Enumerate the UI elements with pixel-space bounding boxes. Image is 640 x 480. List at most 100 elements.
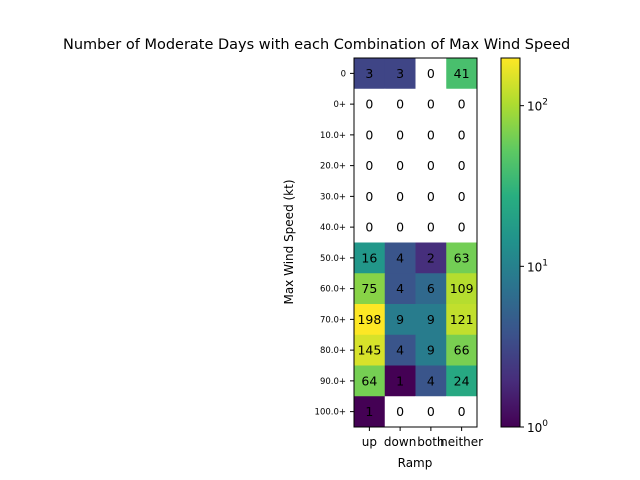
cell-value-label: 0 (396, 220, 404, 235)
cell-value-label: 16 (361, 250, 377, 265)
heatmap-cell (384, 150, 416, 182)
cell-value-label: 75 (361, 281, 377, 296)
y-tick-label: 0+ (333, 100, 346, 110)
heatmap-cell (354, 365, 386, 397)
cell-value-label: 198 (357, 312, 381, 327)
cell-value-label: 0 (365, 189, 373, 204)
y-tick-label: 90.0+ (320, 377, 346, 387)
cell-value-label: 0 (396, 97, 404, 112)
heatmap-cells (354, 58, 478, 428)
cell-value-label: 9 (396, 312, 404, 327)
cell-value-label: 4 (396, 343, 404, 358)
cell-value-label: 0 (458, 189, 466, 204)
cell-value-label: 0 (365, 220, 373, 235)
y-tick-label: 50.0+ (320, 254, 346, 264)
colorbar-tick-label: 102 (527, 98, 548, 114)
cell-value-label: 0 (365, 158, 373, 173)
cell-value-label: 4 (427, 373, 435, 388)
heatmap-cell (354, 150, 386, 182)
heatmap-cell (354, 273, 386, 305)
heatmap-cell (415, 242, 447, 274)
heatmap-cell (354, 119, 386, 151)
heatmap-cell (446, 273, 478, 305)
heatmap-cell (384, 396, 416, 428)
cell-value-label: 0 (458, 158, 466, 173)
x-tick-label: up (362, 435, 377, 449)
heatmap-cell (415, 273, 447, 305)
cell-value-label: 1 (396, 373, 404, 388)
y-axis-ticks: 0 0+ 10.0+ 20.0+ 30.0+ 40.0+ 50.0+ 60.0+ 70.0+ 80… (315, 69, 354, 418)
heatmap-cell (415, 334, 447, 366)
cell-value-label: 0 (458, 404, 466, 419)
heatmap-cell (354, 334, 386, 366)
cell-value-label: 4 (396, 281, 404, 296)
heatmap-cell (354, 304, 386, 336)
heatmap-cell (446, 181, 478, 213)
y-axis-label: Max Wind Speed (kt) (282, 179, 296, 304)
heatmap-cell (415, 119, 447, 151)
plot-frame (353, 57, 478, 428)
heatmap-cell (384, 334, 416, 366)
cell-value-label: 0 (427, 189, 435, 204)
x-tick-label: down (384, 435, 416, 449)
chart-title: Number of Moderate Days with each Combin… (63, 37, 570, 53)
cell-value-label: 9 (427, 343, 435, 358)
cell-value-label: 145 (357, 343, 381, 358)
heatmap-cell (384, 181, 416, 213)
x-tick-label: neither (440, 435, 483, 449)
cell-value-label: 1 (365, 404, 373, 419)
heatmap-cell (415, 304, 447, 336)
heatmap-cell (415, 396, 447, 428)
heatmap-cell (446, 58, 478, 90)
cell-value-label: 0 (396, 404, 404, 419)
cell-value-label: 0 (427, 66, 435, 81)
heatmap-cell (354, 58, 386, 90)
y-tick-label: 60.0+ (320, 285, 346, 295)
heatmap-cell (354, 181, 386, 213)
cell-value-label: 0 (365, 127, 373, 142)
heatmap-cell (354, 242, 386, 274)
y-tick-label: 100.0+ (315, 408, 346, 418)
heatmap-cell (446, 365, 478, 397)
cell-value-label: 0 (458, 97, 466, 112)
cell-value-label: 0 (427, 97, 435, 112)
cell-value-label: 0 (427, 220, 435, 235)
cell-value-label: 0 (396, 158, 404, 173)
colorbar-ticks: 100 101 102 (520, 98, 548, 435)
heatmap-cell (384, 365, 416, 397)
y-tick-label: 20.0+ (320, 162, 346, 172)
colorbar-tick-label: 101 (527, 258, 548, 274)
heatmap-cell (384, 242, 416, 274)
heatmap-cell (415, 88, 447, 120)
cell-value-label: 121 (450, 312, 474, 327)
heatmap-cell (446, 242, 478, 274)
cell-value-label: 41 (454, 66, 470, 81)
cell-value-label: 66 (454, 343, 470, 358)
heatmap-cell (446, 304, 478, 336)
y-tick-label: 80.0+ (320, 346, 346, 356)
heatmap-cell (384, 119, 416, 151)
y-tick-label: 30.0+ (320, 192, 346, 202)
heatmap-cell (354, 88, 386, 120)
y-tick-label: 10.0+ (320, 131, 346, 141)
cell-value-label: 3 (396, 66, 404, 81)
heatmap-cell (354, 211, 386, 243)
cell-value-label: 0 (396, 189, 404, 204)
cell-value-label: 0 (427, 127, 435, 142)
cell-value-label: 0 (365, 97, 373, 112)
cell-value-label: 109 (450, 281, 474, 296)
cell-value-label: 63 (454, 250, 470, 265)
cell-value-label: 0 (427, 158, 435, 173)
y-tick-label: 70.0+ (320, 315, 346, 325)
heatmap-cell (446, 150, 478, 182)
cell-value-label: 2 (427, 250, 435, 265)
heatmap-cell (446, 396, 478, 428)
heatmap-cell (354, 396, 386, 428)
x-tick-label: both (417, 435, 444, 449)
cell-value-label: 0 (458, 220, 466, 235)
heatmap-cell (384, 304, 416, 336)
x-axis-label: Ramp (398, 456, 433, 470)
heatmap-cell (446, 211, 478, 243)
